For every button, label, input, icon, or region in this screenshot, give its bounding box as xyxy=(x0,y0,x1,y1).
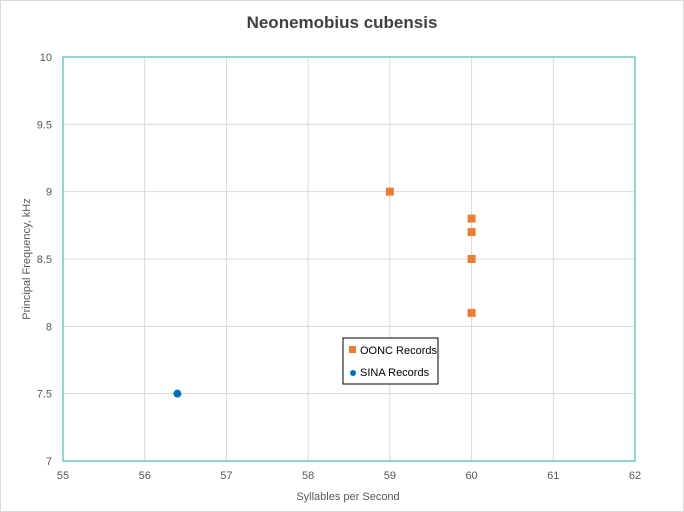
x-tick-label: 61 xyxy=(547,470,559,482)
chart-title: Neonemobius cubensis xyxy=(247,13,438,32)
x-tick-label: 57 xyxy=(220,470,232,482)
plot-area-border xyxy=(62,56,636,462)
y-tick-label: 7.5 xyxy=(37,389,52,401)
x-tick-label: 60 xyxy=(465,470,477,482)
x-axis-label: Syllables per Second xyxy=(296,491,399,503)
tick-labels: 55 56 57 58 59 60 61 62 7 7.5 8 8.5 9 9.5 10 xyxy=(37,52,641,482)
y-tick-label: 9 xyxy=(46,187,52,199)
data-point-sina xyxy=(173,389,182,398)
legend-marker-oonc xyxy=(349,346,356,353)
legend-label-oonc: OONC Records xyxy=(360,345,438,357)
y-tick-label: 7 xyxy=(46,456,52,468)
x-tick-label: 56 xyxy=(139,470,151,482)
data-point-oonc xyxy=(467,255,476,263)
data-point-oonc xyxy=(467,214,476,223)
legend-label-sina: SINA Records xyxy=(360,367,430,379)
data-point-oonc xyxy=(467,228,476,237)
data-point-oonc xyxy=(385,187,394,196)
x-tick-label: 59 xyxy=(384,470,396,482)
x-tick-label: 62 xyxy=(629,470,641,482)
x-tick-label: 58 xyxy=(302,470,314,482)
data-points xyxy=(173,187,476,398)
legend-box xyxy=(342,337,439,385)
y-tick-label: 8 xyxy=(46,321,52,333)
x-tick-label: 55 xyxy=(57,470,69,482)
y-tick-label: 8.5 xyxy=(37,254,52,266)
y-axis-label: Principal Frequency, kHz xyxy=(21,198,33,319)
legend: OONC Records SINA Records xyxy=(342,337,439,385)
legend-marker-sina xyxy=(350,370,356,376)
data-point-oonc xyxy=(467,308,476,317)
y-tick-label: 10 xyxy=(40,52,52,64)
y-tick-label: 9.5 xyxy=(37,119,52,131)
